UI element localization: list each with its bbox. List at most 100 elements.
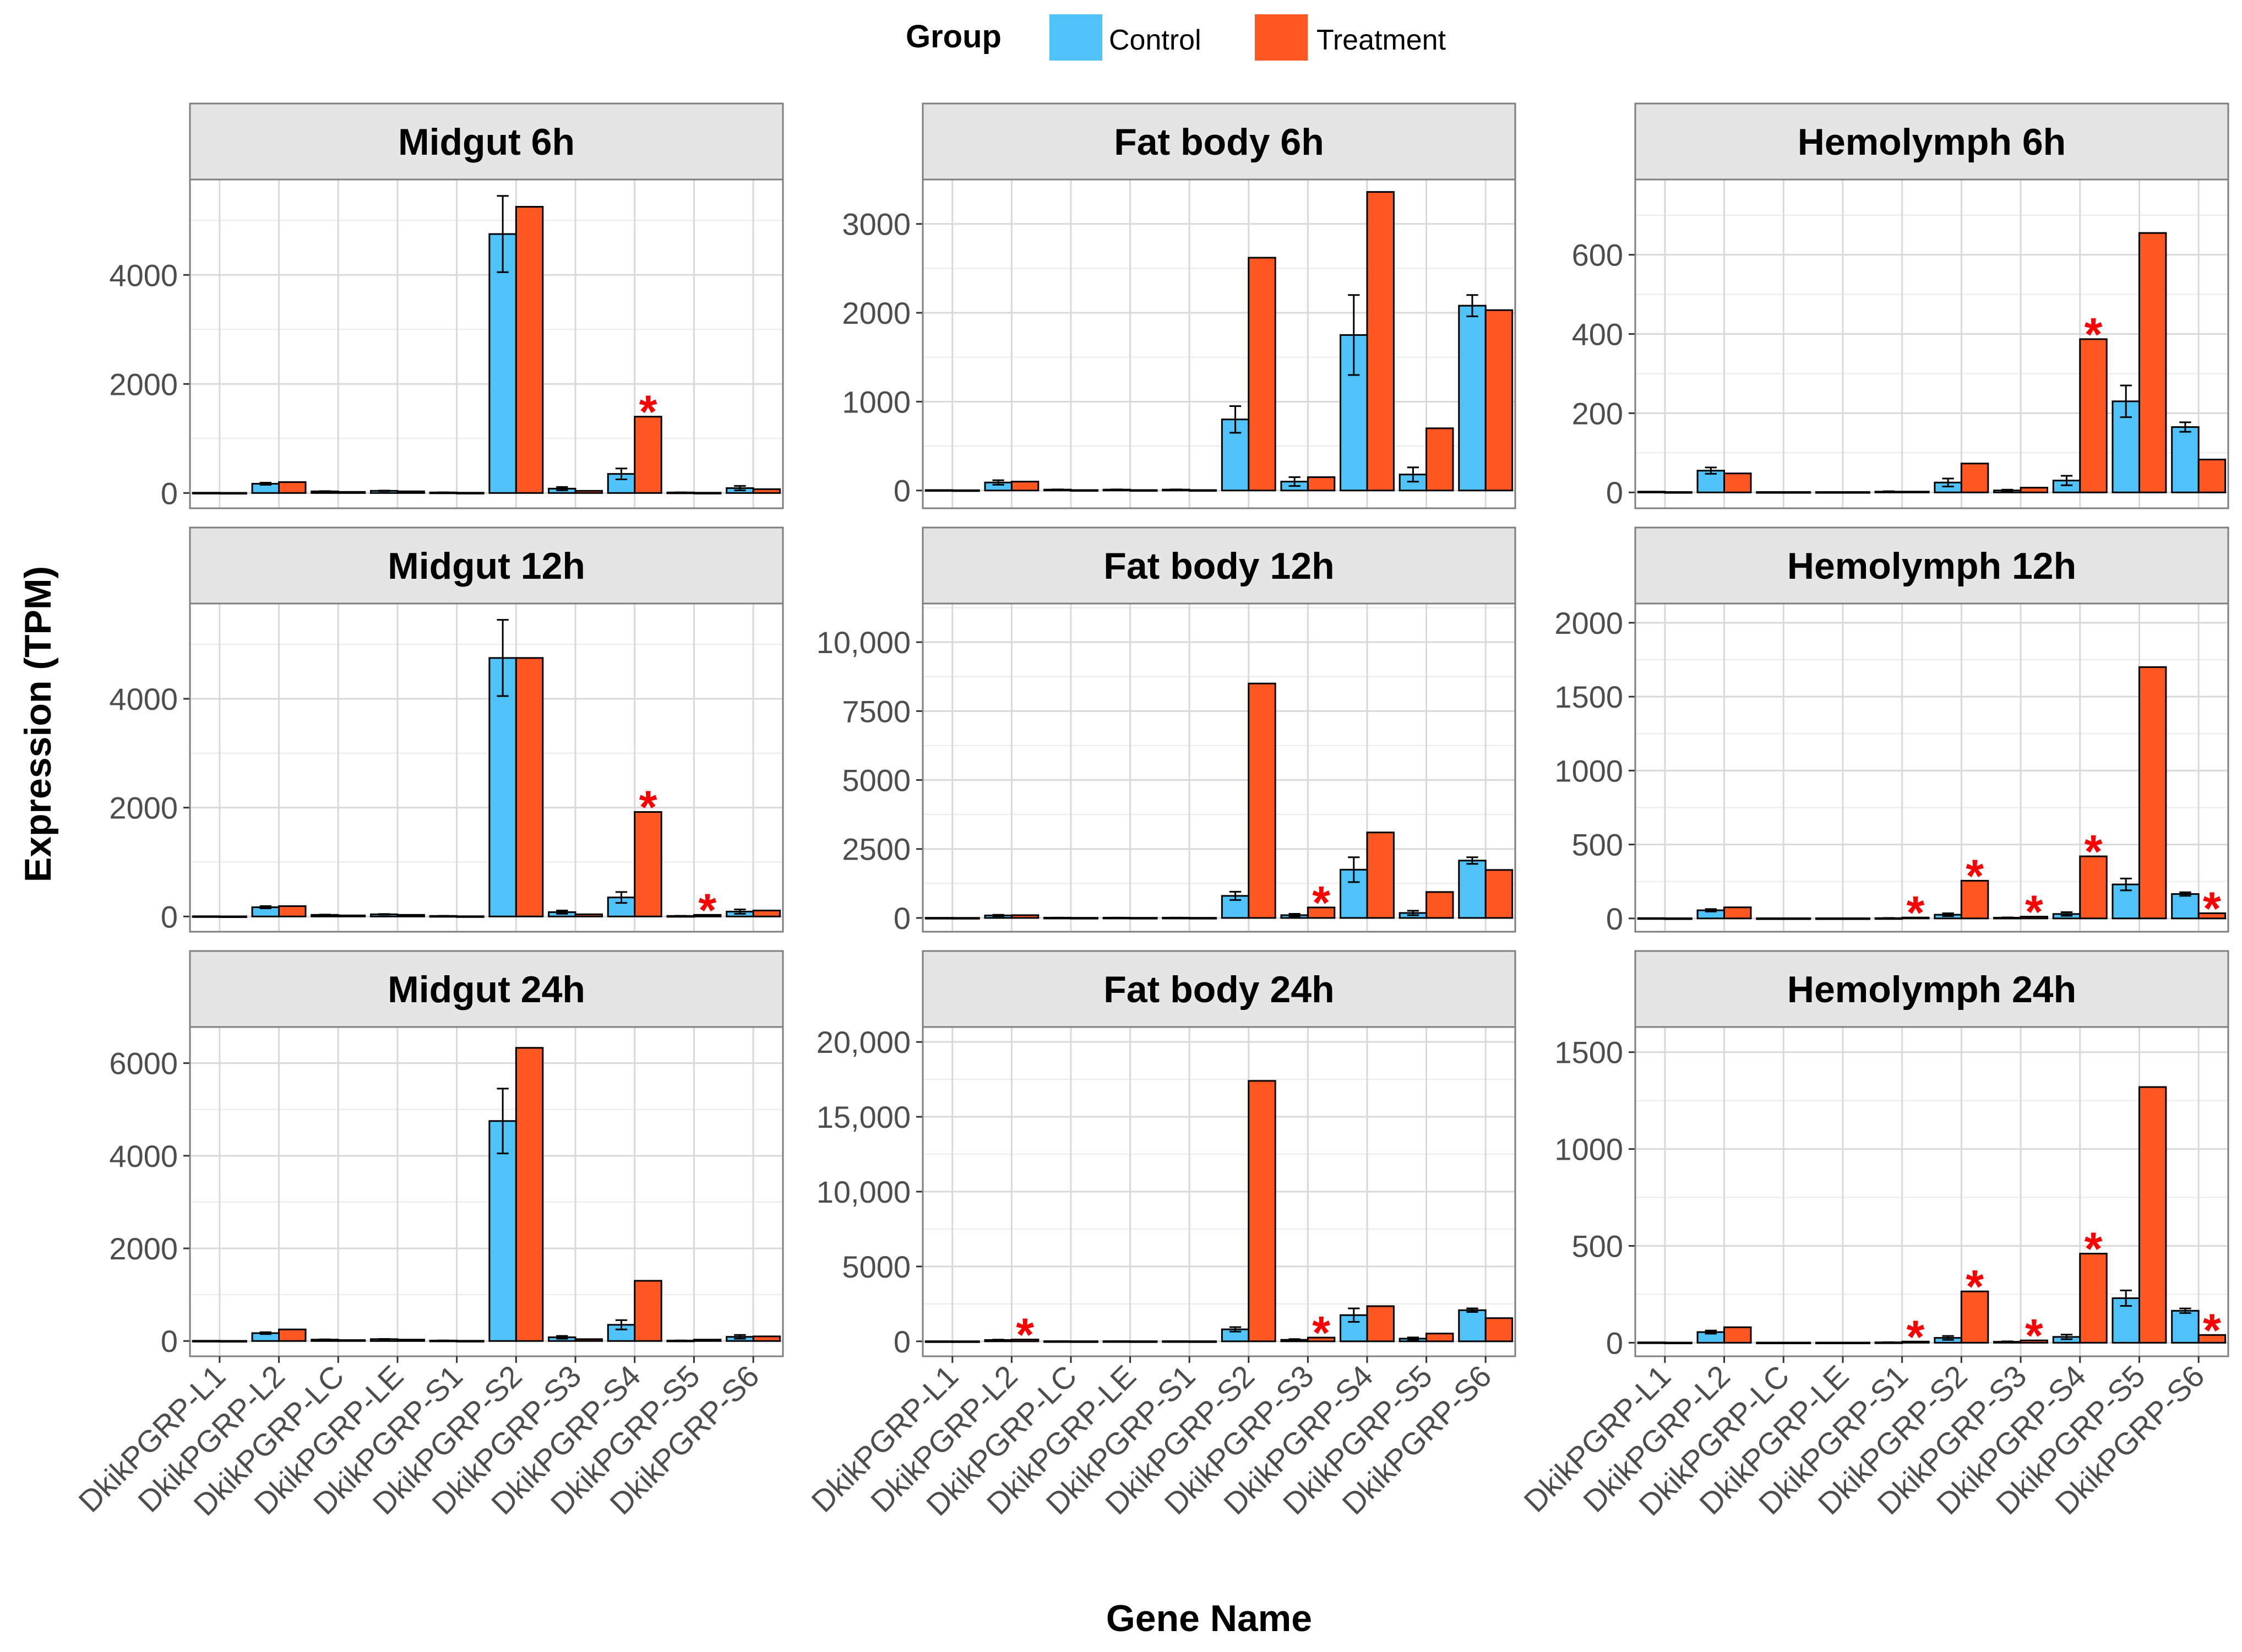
y-tick-label: 6000 <box>109 1046 178 1081</box>
significance-star: * <box>1312 877 1330 928</box>
y-tick-label: 5000 <box>842 1249 911 1284</box>
significance-star: * <box>2085 825 2103 877</box>
y-tick-label: 2000 <box>109 1231 178 1266</box>
significance-star: * <box>2025 886 2043 938</box>
y-tick-label: 4000 <box>109 258 178 292</box>
significance-star: * <box>1016 1309 1034 1361</box>
legend-swatch-treatment <box>1255 14 1308 61</box>
bar-treatment <box>398 915 424 916</box>
y-tick-label: 0 <box>894 474 911 508</box>
y-tick-label: 3000 <box>842 207 911 242</box>
bar-treatment <box>1130 918 1157 919</box>
y-tick-label: 10,000 <box>817 625 911 660</box>
bar-treatment <box>1783 1343 1810 1344</box>
y-axis-title: Expression (TPM) <box>17 566 59 882</box>
bar-treatment <box>575 914 602 916</box>
bar-treatment <box>1189 1341 1216 1343</box>
bar-treatment <box>953 918 979 919</box>
bar-treatment <box>953 1341 979 1343</box>
bar-treatment <box>2139 233 2165 492</box>
bar-treatment <box>1071 918 1097 919</box>
y-tick-label: 0 <box>1606 475 1623 510</box>
bar-treatment <box>220 916 246 917</box>
bar-treatment <box>1367 833 1394 918</box>
legend-swatch-control <box>1049 14 1102 61</box>
error-bar <box>319 1339 330 1340</box>
bar-treatment <box>1189 918 1216 919</box>
bar-treatment <box>1308 477 1334 491</box>
bar-treatment <box>575 1339 602 1341</box>
error-bar <box>1289 1339 1300 1341</box>
bar-treatment <box>398 1340 424 1341</box>
panel-6: Midgut 24h0200040006000DkikPGRP-L1DkikPG… <box>72 951 783 1523</box>
bar-treatment <box>1485 870 1512 918</box>
bar-control <box>1459 861 1485 918</box>
bar-control <box>926 490 952 491</box>
significance-star: * <box>639 781 657 833</box>
bar-control <box>1757 1343 1783 1344</box>
bar-treatment <box>279 1329 306 1341</box>
panel-title: Midgut 24h <box>388 969 585 1010</box>
y-tick-label: 0 <box>894 1324 911 1359</box>
bar-treatment <box>220 1341 246 1342</box>
error-bar <box>1883 1342 1895 1343</box>
bar-treatment <box>2021 488 2047 493</box>
bar-treatment <box>338 915 364 916</box>
bar-treatment <box>1902 492 1929 493</box>
y-tick-label: 0 <box>161 899 178 934</box>
bar-treatment <box>457 493 483 494</box>
bar-treatment <box>694 1340 720 1341</box>
y-tick-label: 10,000 <box>817 1175 911 1209</box>
bar-treatment <box>575 491 602 493</box>
bar-treatment <box>1665 492 1691 493</box>
panel-title: Midgut 12h <box>388 545 585 587</box>
bar-control <box>1816 492 1842 493</box>
bar-treatment <box>1724 907 1751 919</box>
bar-treatment <box>516 207 542 493</box>
y-tick-label: 1000 <box>842 384 911 419</box>
bar-control <box>193 916 219 917</box>
bar-treatment <box>1724 474 1751 493</box>
y-tick-label: 2000 <box>1554 606 1623 640</box>
panel-title: Fat body 12h <box>1103 545 1334 587</box>
bar-control <box>1638 492 1664 493</box>
bar-treatment <box>2080 339 2107 492</box>
panel-title: Hemolymph 6h <box>1798 121 2066 163</box>
y-tick-label: 400 <box>1572 317 1623 352</box>
bar-control <box>1757 492 1783 493</box>
panel-title: Midgut 6h <box>398 121 575 163</box>
significance-star: * <box>2203 882 2221 934</box>
bar-control <box>2172 427 2199 493</box>
bar-control <box>193 493 219 494</box>
legend-label-control: Control <box>1109 24 1201 56</box>
bar-treatment <box>1724 1327 1751 1343</box>
y-tick-label: 5000 <box>842 763 911 798</box>
bar-treatment <box>1249 1081 1275 1341</box>
bar-treatment <box>2139 667 2165 918</box>
bar-treatment <box>2139 1087 2165 1343</box>
y-tick-label: 2500 <box>842 832 911 867</box>
legend-label-treatment: Treatment <box>1316 24 1446 56</box>
bar-control <box>1638 1343 1664 1344</box>
bar-treatment <box>1249 683 1275 918</box>
bar-treatment <box>1071 490 1097 491</box>
bar-control <box>193 1341 219 1342</box>
bar-treatment <box>1485 310 1512 491</box>
bar-treatment <box>635 1281 661 1341</box>
bar-control <box>1638 918 1664 919</box>
error-bar <box>2001 1341 2013 1342</box>
bar-treatment <box>1843 919 1869 920</box>
y-tick-label: 2000 <box>842 296 911 330</box>
significance-star: * <box>1907 1311 1925 1362</box>
bar-treatment <box>1367 1306 1394 1341</box>
significance-star: * <box>1907 887 1925 938</box>
bar-treatment <box>1249 258 1275 491</box>
bar-treatment <box>1071 1341 1097 1343</box>
bar-treatment <box>1011 482 1038 491</box>
bar-treatment <box>753 910 780 916</box>
bar-control <box>1816 919 1842 920</box>
